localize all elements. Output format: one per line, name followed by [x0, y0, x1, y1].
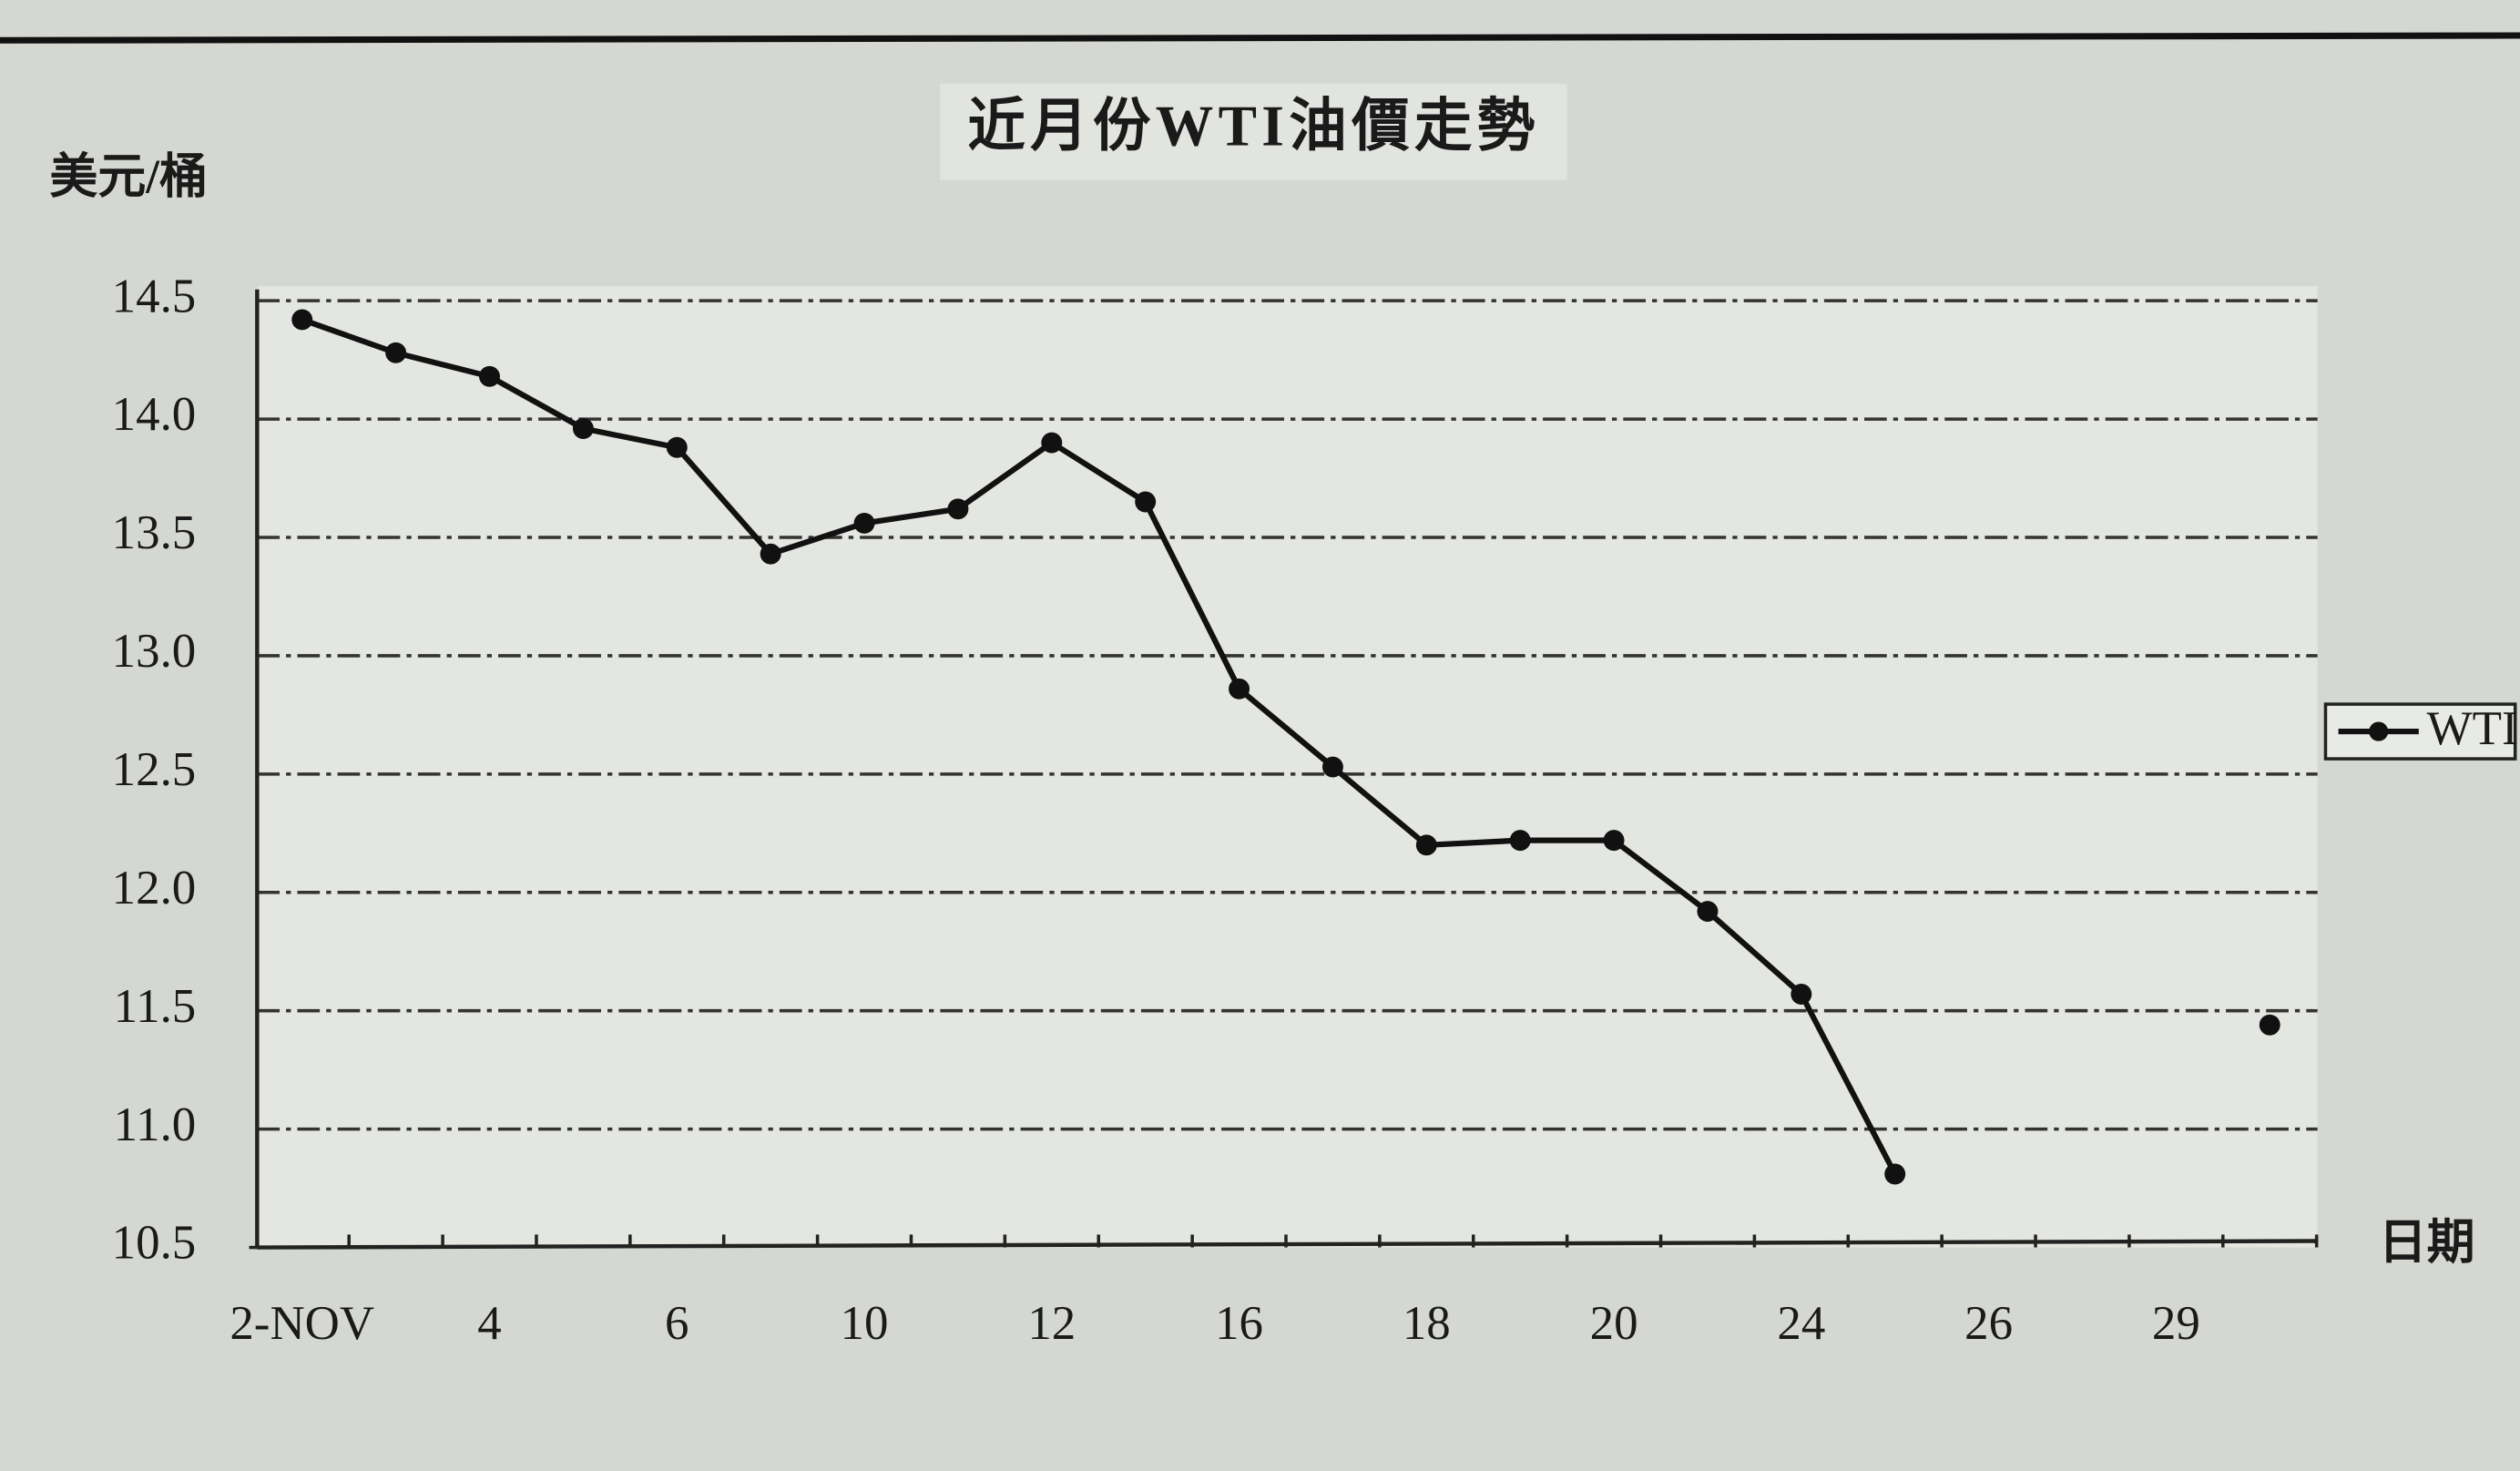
x-tick-label: 18: [1403, 1297, 1451, 1350]
x-axis-label: 日期: [2379, 1217, 2475, 1270]
title-box: [940, 83, 1567, 180]
x-tick-label: 26: [1964, 1297, 2013, 1350]
data-point: [1321, 756, 1343, 778]
y-tick-label: 11.0: [114, 1098, 197, 1151]
y-tick-label: 14.5: [112, 270, 197, 322]
data-point: [853, 512, 875, 534]
x-tick-label: 10: [841, 1297, 889, 1350]
x-tick-label: 24: [1777, 1297, 1825, 1350]
x-tick-label: 6: [665, 1297, 689, 1350]
y-tick-label: 10.5: [112, 1217, 197, 1270]
x-tick-label: 29: [2152, 1297, 2200, 1350]
data-point: [1509, 830, 1531, 852]
y-tick-label: 11.5: [114, 980, 197, 1033]
data-point: [1697, 901, 1719, 923]
data-point: [1603, 830, 1625, 852]
data-point: [1135, 491, 1157, 513]
data-point: [1229, 678, 1250, 700]
y-tick-label: 13.0: [112, 625, 197, 678]
y-axis-label: 美元/桶: [49, 150, 208, 204]
y-tick-label: 12.5: [112, 743, 197, 796]
x-tick-label: 4: [477, 1297, 501, 1350]
data-point: [572, 418, 594, 439]
x-tick-label: 2-NOV: [230, 1297, 374, 1350]
legend-marker: [2369, 721, 2389, 741]
top-rule: [0, 32, 2520, 44]
data-point: [1884, 1163, 1906, 1185]
data-point: [385, 342, 407, 363]
x-tick-label: 12: [1027, 1297, 1076, 1350]
y-tick-label: 12.0: [112, 862, 197, 914]
line-series: [301, 317, 1898, 1176]
data-point: [1041, 432, 1063, 454]
data-point: [947, 498, 969, 520]
plot-area: [257, 286, 2318, 1248]
data-point: [2259, 1014, 2280, 1036]
y-tick-label: 14.0: [112, 388, 197, 441]
data-point: [1415, 834, 1437, 856]
x-tick-label: 16: [1215, 1297, 1263, 1350]
data-point: [479, 365, 500, 387]
data-point: [760, 543, 781, 565]
y-tick-label: 13.5: [112, 506, 197, 559]
data-point: [291, 309, 313, 331]
data-point: [1791, 984, 1812, 1005]
chart-title: 近月份WTI油價走勢: [967, 93, 1539, 158]
data-point: [666, 436, 688, 458]
x-tick-label: 20: [1590, 1297, 1638, 1350]
legend-label: WTI: [2427, 702, 2518, 755]
